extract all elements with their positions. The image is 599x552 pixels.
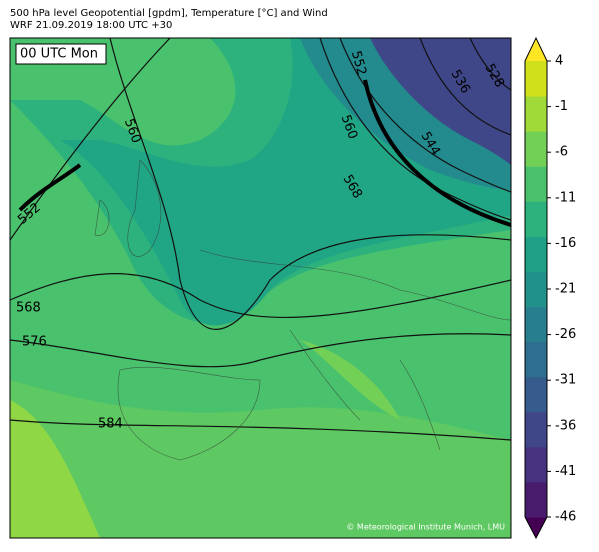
contour-label: 568 [16, 301, 41, 316]
colorbar-tick-label: -21 [555, 282, 576, 297]
colorbar-band [525, 306, 547, 343]
colorbar: 4 -1 -6 -11 -16 -21 -26 -31 -36 -41 -46 [524, 36, 576, 540]
credit: © Meteorological Institute Munich, LMU [346, 523, 505, 532]
colorbar-tick-label: -31 [555, 373, 576, 388]
colorbar-extend [525, 38, 547, 61]
map-frame [9, 37, 512, 539]
time-label: 00 UTC Mon [20, 47, 98, 62]
colorbar-band [525, 96, 547, 132]
subtitle: WRF 21.09.2019 18:00 UTC +30 [10, 20, 172, 31]
colorbar-tick-label: -26 [555, 327, 576, 342]
colorbar-band [525, 271, 547, 308]
time-box [15, 43, 107, 65]
colorbar-band [525, 446, 547, 483]
map: 552 560 568 576 584 552 560 568 544 536 … [10, 38, 511, 538]
colorbar-band [525, 341, 547, 378]
colorbar-band [525, 236, 547, 272]
contour-label: 576 [22, 335, 47, 350]
title: 500 hPa level Geopotential [gpdm], Tempe… [10, 8, 328, 19]
colorbar-band [525, 411, 547, 448]
contour-label: 552 [348, 49, 369, 77]
colorbar-band [525, 481, 547, 518]
colorbar-band [525, 61, 547, 97]
colorbar-tick-label: -41 [555, 464, 576, 479]
colorbar-tick-label: -36 [555, 418, 576, 433]
colorbar-tick-label: -16 [555, 236, 576, 251]
contour-label: 584 [98, 417, 123, 432]
colorbar-tick-label: 4 [555, 54, 563, 69]
colorbar-tick-label: -6 [555, 145, 568, 160]
colorbar-band [525, 166, 547, 202]
colorbar-tick-label: -11 [555, 190, 576, 205]
colorbar-band [525, 131, 547, 167]
colorbar-band [525, 376, 547, 413]
colorbar-tick-label: -1 [555, 99, 568, 114]
colorbar-extend [525, 517, 547, 538]
colorbar-band [525, 201, 547, 237]
colorbar-tick-label: -46 [555, 510, 576, 525]
